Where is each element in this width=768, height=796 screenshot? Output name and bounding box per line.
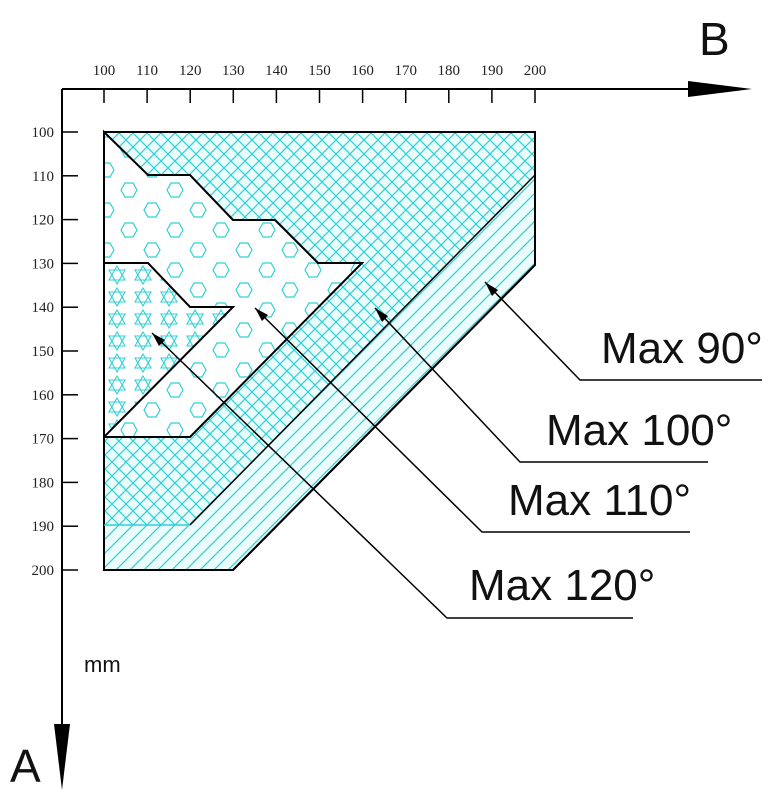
unit-label: mm	[84, 652, 121, 677]
y-tick-label: 160	[32, 388, 55, 404]
x-tick-label: 120	[179, 63, 202, 79]
zone-label-max-90: Max 90°	[601, 324, 763, 373]
axis-b-letter: B	[699, 13, 730, 65]
x-tick-label: 140	[265, 63, 288, 79]
arrow-max-90	[485, 282, 498, 296]
y-tick-label: 120	[32, 213, 55, 229]
y-tick-marks: 100 110 120 130 140 150 160 170 180 190 200	[32, 125, 78, 579]
leader-max-100	[374, 307, 708, 463]
x-tick-label: 130	[222, 63, 245, 79]
leader-arrowheads	[152, 282, 498, 346]
x-tick-label: 150	[308, 63, 331, 79]
y-tick-label: 200	[32, 563, 55, 579]
x-tick-label: 100	[93, 63, 116, 79]
leader-lines	[151, 281, 762, 619]
y-tick-label: 150	[32, 344, 55, 360]
x-tick-label: 110	[136, 63, 158, 79]
axis-b-arrowhead	[688, 81, 752, 97]
outer-outline	[103, 131, 536, 571]
leader-max-110	[254, 307, 690, 533]
zone-label-max-120: Max 120°	[469, 561, 655, 610]
y-tick-label: 130	[32, 256, 55, 272]
x-tick-label: 190	[481, 63, 504, 79]
zone-boundary-90-100	[189, 174, 536, 526]
x-tick-label: 180	[438, 63, 461, 79]
arrow-max-100	[375, 308, 388, 322]
x-tick-label: 160	[351, 63, 374, 79]
axis-a-letter: A	[10, 740, 41, 792]
arrow-max-120	[152, 333, 165, 346]
x-tick-label: 170	[394, 63, 417, 79]
zone-label-max-100: Max 100°	[546, 406, 732, 455]
arrow-max-110	[255, 308, 268, 321]
x-tick-marks: 100 110 120 130 140 150 160 170 180 190 200	[93, 63, 547, 103]
axis-a-arrowhead	[54, 724, 70, 790]
y-tick-label: 100	[32, 125, 55, 141]
y-tick-label: 170	[32, 432, 55, 448]
leader-max-120	[151, 332, 633, 619]
y-tick-label: 180	[32, 475, 55, 491]
leader-max-90	[484, 281, 762, 381]
y-tick-label: 190	[32, 519, 55, 535]
y-tick-label: 140	[32, 300, 55, 316]
x-tick-label: 200	[524, 63, 547, 79]
zone-label-max-110: Max 110°	[508, 476, 691, 525]
y-tick-label: 110	[32, 169, 54, 185]
